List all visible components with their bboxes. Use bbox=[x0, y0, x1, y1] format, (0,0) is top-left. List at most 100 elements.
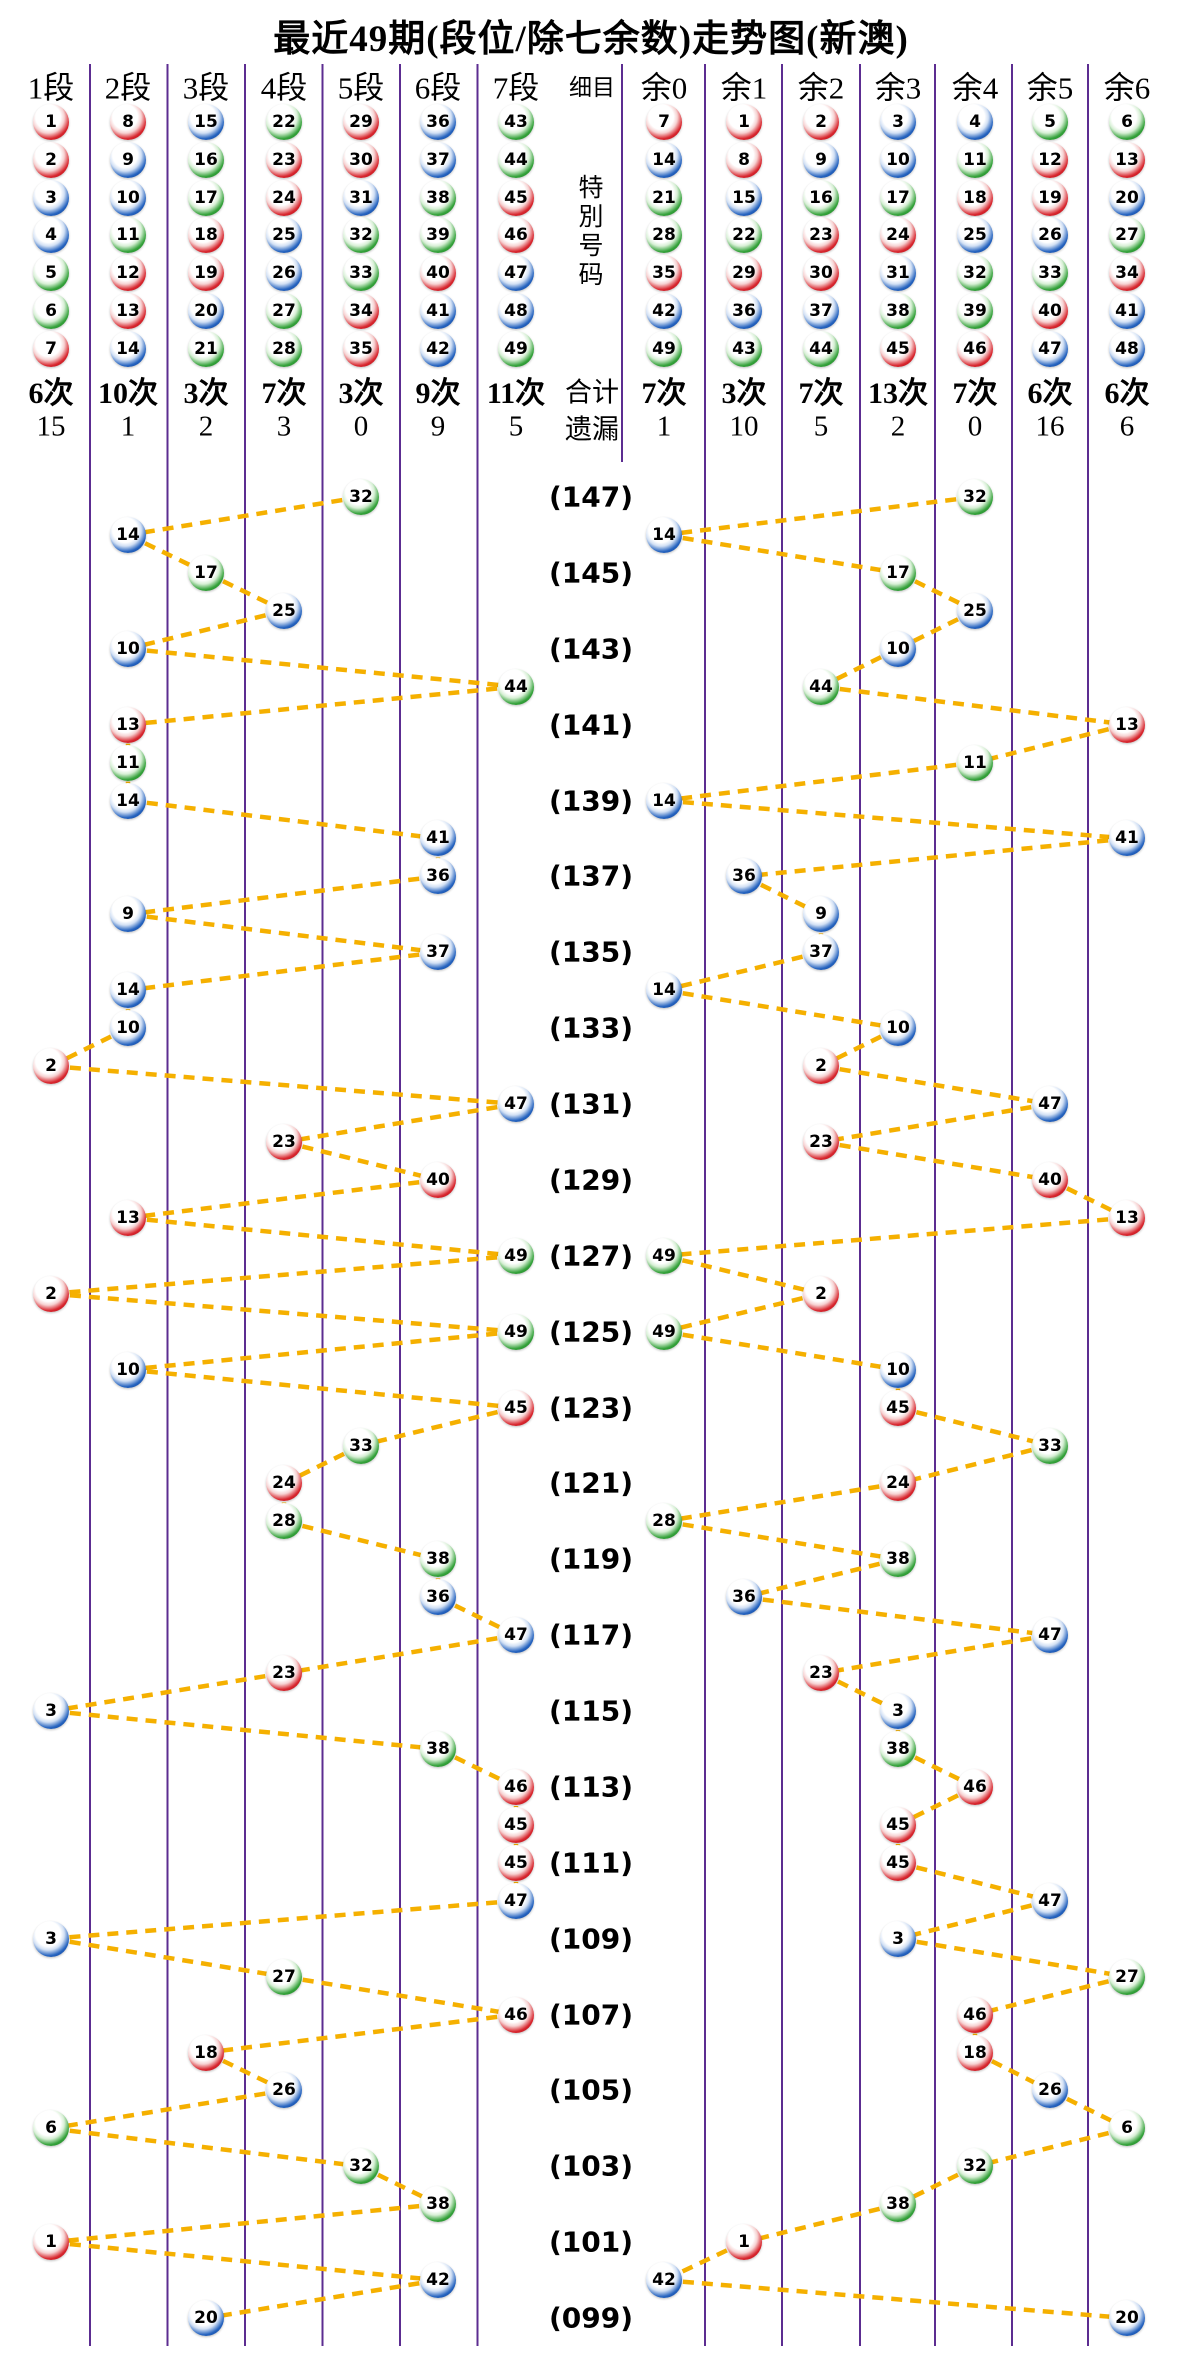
header-ball: 13 bbox=[1109, 141, 1145, 178]
header-ball: 41 bbox=[1109, 293, 1145, 329]
remainder-times-count: 13次 bbox=[868, 377, 928, 410]
chart-ball-remainder: 14 bbox=[646, 782, 682, 819]
chart-ball-remainder: 10 bbox=[880, 1010, 916, 1047]
period-label: (109) bbox=[548, 1922, 634, 1956]
chart-ball-remainder: 38 bbox=[880, 1541, 916, 1578]
chart-ball-segment: 38 bbox=[420, 1731, 456, 1768]
header-ball: 21 bbox=[646, 179, 682, 216]
remainder-trend-line bbox=[663, 1481, 899, 1524]
remainder-miss-count: 2 bbox=[890, 410, 906, 443]
header-ball: 35 bbox=[646, 255, 682, 292]
segment-times-count: 6次 bbox=[28, 377, 74, 410]
header-ball: 13 bbox=[110, 293, 146, 329]
remainder-trend-line bbox=[663, 1291, 822, 1334]
chart-ball-segment: 14 bbox=[110, 972, 146, 1009]
chart-ball-segment: 14 bbox=[110, 782, 146, 819]
header-ball: 14 bbox=[110, 330, 146, 367]
segment-miss-count: 2 bbox=[198, 410, 214, 443]
header-ball: 44 bbox=[498, 141, 534, 178]
chart-ball-remainder: 23 bbox=[803, 1655, 839, 1692]
header-ball: 23 bbox=[803, 217, 839, 254]
remainder-trend-line bbox=[820, 1139, 1051, 1183]
remainder-trend-line bbox=[820, 646, 899, 689]
header-ball: 1 bbox=[726, 104, 762, 140]
remainder-trend-line bbox=[897, 1860, 1051, 1903]
remainder-trend-line bbox=[897, 1898, 1051, 1941]
remainder-trend-line bbox=[820, 1101, 1051, 1145]
header-ball: 4 bbox=[957, 104, 993, 140]
header-ball: 34 bbox=[343, 293, 379, 329]
miss-row-label: 遗漏 bbox=[565, 414, 619, 445]
chart-ball-segment: 9 bbox=[110, 896, 146, 933]
chart-ball-remainder: 18 bbox=[957, 2034, 993, 2071]
remainder-times-count: 6次 bbox=[1104, 377, 1150, 410]
header-ball: 16 bbox=[803, 179, 839, 216]
period-label: (099) bbox=[548, 2301, 634, 2335]
remainder-trend-line bbox=[663, 2240, 745, 2283]
segment-times-count: 3次 bbox=[183, 377, 229, 410]
remainder-trend-line bbox=[897, 608, 976, 651]
period-label: (111) bbox=[548, 1846, 634, 1880]
header-ball: 20 bbox=[188, 293, 224, 329]
chart-ball-segment: 45 bbox=[498, 1806, 534, 1843]
header-ball: 36 bbox=[726, 293, 762, 329]
chart-ball-remainder: 14 bbox=[646, 972, 682, 1009]
segment-column-header: 2段 bbox=[104, 70, 152, 106]
chart-ball-remainder: 13 bbox=[1109, 1199, 1145, 1236]
chart-ball-segment: 37 bbox=[420, 934, 456, 971]
remainder-trend-line bbox=[974, 1974, 1128, 2017]
period-label: (145) bbox=[548, 556, 634, 590]
remainder-trend-line bbox=[743, 1595, 1051, 1638]
remainder-trend-line bbox=[897, 1936, 1128, 1979]
chart-ball-remainder: 46 bbox=[957, 1996, 993, 2033]
chart-ball-remainder: 38 bbox=[880, 1731, 916, 1768]
chart-ball-segment: 24 bbox=[266, 1465, 302, 1502]
header-ball: 45 bbox=[498, 179, 534, 216]
remainder-miss-count: 1 bbox=[656, 410, 672, 443]
segment-trend-line bbox=[205, 570, 285, 613]
chart-ball-remainder: 33 bbox=[1032, 1427, 1068, 1464]
segment-trend-line bbox=[205, 2050, 285, 2093]
remainder-miss-count: 10 bbox=[729, 410, 759, 443]
header-ball: 44 bbox=[803, 330, 839, 367]
segment-column-header: 6段 bbox=[414, 70, 462, 106]
header-ball: 42 bbox=[646, 293, 682, 329]
chart-ball-remainder: 28 bbox=[646, 1503, 682, 1540]
remainder-column-header: 余1 bbox=[720, 70, 768, 106]
header-ball: 42 bbox=[420, 330, 456, 367]
chart-ball-segment: 41 bbox=[420, 820, 456, 857]
header-ball: 18 bbox=[188, 217, 224, 254]
chart-ball-remainder: 47 bbox=[1032, 1617, 1068, 1654]
chart-ball-remainder: 23 bbox=[803, 1123, 839, 1160]
remainder-trend-line bbox=[743, 874, 822, 917]
chart-ball-remainder: 3 bbox=[880, 1693, 916, 1730]
chart-ball-remainder: 37 bbox=[803, 934, 839, 971]
header-ball: 33 bbox=[1032, 255, 1068, 292]
remainder-trend-line bbox=[663, 532, 899, 576]
segment-trend-line bbox=[283, 1443, 362, 1486]
header-ball: 26 bbox=[266, 255, 302, 292]
chart-ball-remainder: 45 bbox=[880, 1844, 916, 1881]
remainder-trend-line bbox=[973, 2050, 1052, 2093]
segment-column-header: 5段 bbox=[337, 70, 385, 106]
remainder-trend-line bbox=[743, 2202, 899, 2245]
header-ball: 30 bbox=[343, 141, 379, 178]
header-ball: 7 bbox=[33, 330, 69, 367]
chart-ball-remainder: 45 bbox=[880, 1806, 916, 1843]
header-ball: 10 bbox=[880, 141, 916, 178]
chart-ball-remainder: 13 bbox=[1109, 706, 1145, 743]
header-ball: 25 bbox=[266, 217, 302, 254]
remainder-trend-line bbox=[897, 1443, 1051, 1486]
segment-trend-line bbox=[50, 1936, 285, 1979]
period-label: (107) bbox=[548, 1998, 634, 2032]
chart-ball-segment: 10 bbox=[110, 1010, 146, 1047]
remainder-miss-count: 5 bbox=[813, 410, 829, 443]
segment-trend-line bbox=[127, 912, 439, 955]
header-ball: 49 bbox=[498, 330, 534, 367]
chart-ball-segment: 17 bbox=[188, 554, 224, 591]
chart-ball-remainder: 32 bbox=[957, 2148, 993, 2185]
chart-ball-segment: 2 bbox=[33, 1048, 69, 1085]
chart-ball-segment: 32 bbox=[343, 479, 379, 515]
remainder-column-header: 余0 bbox=[640, 70, 688, 106]
chart-ball-segment: 13 bbox=[110, 1199, 146, 1236]
